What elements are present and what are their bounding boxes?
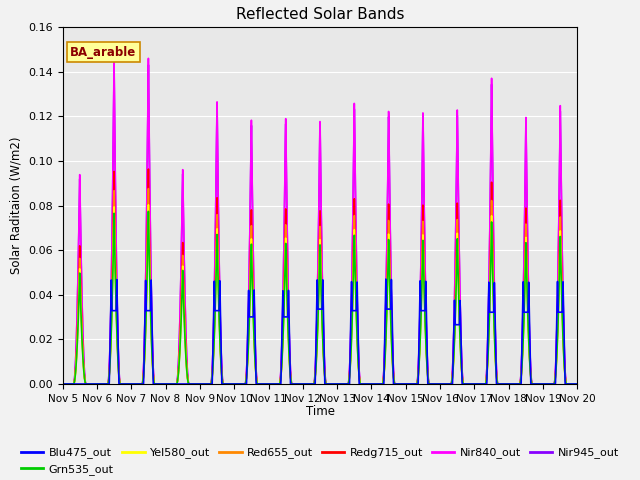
Grn535_out [145, 208, 152, 214]
Redg715_out [435, 381, 443, 387]
Nir945_out [573, 381, 581, 387]
Grn535_out [407, 381, 415, 387]
Grn535_out [151, 381, 159, 387]
Blu475_out [151, 381, 159, 387]
Yel580_out [59, 381, 67, 387]
Line: Redg715_out: Redg715_out [63, 169, 577, 384]
Redg715_out [301, 381, 308, 387]
Nir945_out [407, 381, 415, 387]
Redg715_out [59, 381, 67, 387]
Yel580_out [465, 381, 472, 387]
Redg715_out [573, 381, 580, 387]
Grn535_out [301, 381, 308, 387]
Blu475_out [465, 381, 472, 387]
Red655_out [151, 381, 159, 387]
Nir840_out [573, 381, 581, 387]
Grn535_out [573, 381, 580, 387]
Redg715_out [407, 381, 415, 387]
Nir945_out [59, 381, 67, 387]
Blu475_out [59, 381, 67, 387]
Yel580_out [145, 202, 152, 208]
Redg715_out [151, 381, 159, 387]
Red655_out [407, 381, 415, 387]
Nir840_out [435, 381, 443, 387]
Title: Reflected Solar Bands: Reflected Solar Bands [236, 7, 404, 22]
Nir840_out [465, 381, 472, 387]
Line: Red655_out: Red655_out [63, 189, 577, 384]
Grn535_out [435, 381, 443, 387]
Red655_out [145, 186, 152, 192]
Yel580_out [151, 381, 159, 387]
Legend: Blu475_out, Grn535_out, Yel580_out, Red655_out, Redg715_out, Nir840_out, Nir945_: Blu475_out, Grn535_out, Yel580_out, Red6… [17, 443, 623, 480]
Yel580_out [573, 381, 581, 387]
Line: Nir840_out: Nir840_out [63, 59, 577, 384]
Red655_out [59, 381, 67, 387]
Red655_out [465, 381, 472, 387]
Line: Yel580_out: Yel580_out [63, 205, 577, 384]
Grn535_out [465, 381, 472, 387]
Nir840_out [59, 381, 67, 387]
Yel580_out [435, 381, 443, 387]
Nir840_out [145, 56, 152, 61]
Blu475_out [573, 381, 580, 387]
Blu475_out [382, 276, 390, 282]
Nir840_out [573, 381, 580, 387]
Red655_out [435, 381, 443, 387]
Yel580_out [301, 381, 308, 387]
Redg715_out [145, 166, 152, 172]
Nir840_out [301, 381, 308, 387]
Blu475_out [435, 381, 443, 387]
Red655_out [573, 381, 581, 387]
Blu475_out [573, 381, 581, 387]
Redg715_out [465, 381, 472, 387]
Nir945_out [465, 381, 472, 387]
X-axis label: Time: Time [305, 405, 335, 418]
Line: Nir945_out: Nir945_out [63, 65, 577, 384]
Line: Grn535_out: Grn535_out [63, 211, 577, 384]
Yel580_out [407, 381, 415, 387]
Blu475_out [301, 381, 308, 387]
Nir945_out [151, 381, 159, 387]
Yel580_out [573, 381, 580, 387]
Redg715_out [573, 381, 581, 387]
Grn535_out [59, 381, 67, 387]
Nir945_out [573, 381, 580, 387]
Nir840_out [407, 381, 415, 387]
Nir840_out [151, 381, 159, 387]
Red655_out [573, 381, 580, 387]
Grn535_out [573, 381, 581, 387]
Nir945_out [301, 381, 308, 387]
Line: Blu475_out: Blu475_out [63, 279, 577, 384]
Y-axis label: Solar Raditaion (W/m2): Solar Raditaion (W/m2) [10, 137, 22, 275]
Nir945_out [145, 62, 152, 68]
Text: BA_arable: BA_arable [70, 46, 136, 59]
Red655_out [301, 381, 308, 387]
Blu475_out [407, 381, 415, 387]
Nir945_out [435, 381, 443, 387]
